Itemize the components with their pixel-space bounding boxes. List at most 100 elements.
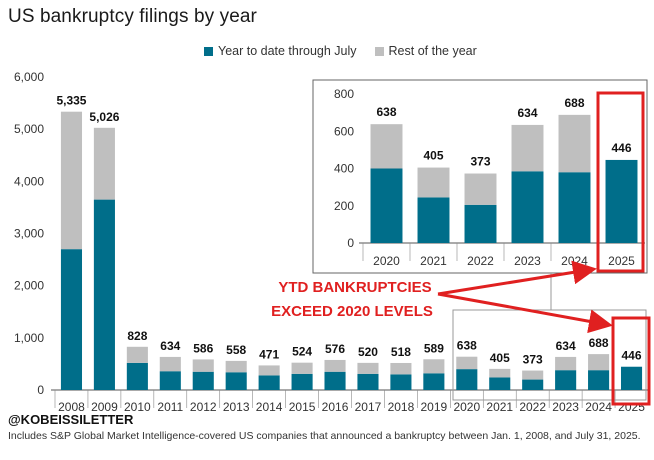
main-bar-rest-2016 [324, 359, 346, 372]
main-xtick-label-2018: 2018 [388, 400, 415, 414]
inset-highlight-2025 [596, 91, 645, 273]
inset-total-label-2023: 634 [517, 106, 537, 120]
main-bar-ytd-2017 [357, 373, 379, 390]
inset-total-label-2020: 638 [376, 105, 396, 119]
main-ytick-label: 5,000 [14, 122, 44, 136]
main-total-label-2015: 524 [292, 345, 312, 359]
legend-label-ytd: Year to date through July [218, 44, 357, 58]
inset-ytick-label: 200 [334, 199, 354, 213]
callout-arrow-main [437, 292, 613, 334]
main-total-label-2022: 373 [523, 353, 543, 367]
main-bar-ytd-2011 [159, 371, 181, 390]
main-xtick-label-2023: 2023 [552, 400, 579, 414]
main-xtick-label-2021: 2021 [486, 400, 513, 414]
inset-bar-ytd-2024 [558, 172, 591, 243]
main-total-label-2020: 638 [457, 339, 477, 353]
main-ytick-label: 2,000 [14, 279, 44, 293]
main-bar-rest-2014 [258, 365, 280, 376]
main-ytick-label: 0 [37, 383, 44, 397]
inset-xtick-label-2022: 2022 [467, 254, 494, 268]
inset-total-label-2024: 688 [564, 96, 584, 110]
main-total-label-2010: 828 [127, 329, 147, 343]
main-bar-rest-2021 [489, 368, 511, 378]
main-bars [60, 111, 643, 390]
inset-ytick-label: 0 [347, 236, 354, 250]
main-bar-ytd-2018 [390, 374, 412, 390]
main-total-label-2016: 576 [325, 342, 345, 356]
main-xtick-label-2017: 2017 [355, 400, 382, 414]
inset-total-label-2021: 405 [423, 149, 443, 163]
main-highlight-2025 [611, 316, 651, 406]
main-bar-ytd-2016 [324, 371, 346, 390]
main-total-label-2011: 634 [160, 339, 180, 353]
main-bar-rest-2023 [555, 356, 577, 371]
main-bar-ytd-2010 [126, 362, 148, 390]
main-total-label-2012: 586 [193, 341, 213, 355]
main-ytick-label: 6,000 [14, 70, 44, 84]
main-xtick-label-2009: 2009 [91, 400, 118, 414]
main-total-label-2008: 5,335 [56, 94, 86, 108]
callout-arrow-inset [437, 260, 597, 296]
main-bar-ytd-2022 [522, 379, 544, 390]
inset-ytick-label: 800 [334, 87, 354, 101]
main-xtick-label-2012: 2012 [190, 400, 217, 414]
main-bar-rest-2015 [291, 362, 313, 374]
inset-xtick-label-2020: 2020 [373, 254, 400, 268]
main-zoom-region [452, 309, 647, 401]
main-ytick-label: 4,000 [14, 174, 44, 188]
main-x-axis: 2008 2009 2010 2011 2012 2013 2014 2015 2016 2017… [54, 390, 645, 414]
legend: Year to date through July Rest of the ye… [204, 44, 495, 58]
main-bar-ytd-2012 [192, 371, 214, 390]
callout-line2: EXCEED 2020 LEVELS [271, 303, 433, 320]
main-xtick-label-2019: 2019 [421, 400, 448, 414]
callout-line1: YTD BANKRUPTCIES [278, 279, 431, 296]
main-bar-ytd-2023 [555, 370, 577, 390]
main-xtick-label-2013: 2013 [223, 400, 250, 414]
inset-bar-rest-2020 [370, 124, 403, 169]
main-bar-ytd-2014 [258, 375, 280, 390]
main-total-label-2009: 5,026 [89, 110, 119, 124]
main-bar-rest-2020 [456, 356, 478, 370]
main-xtick-label-2011: 2011 [157, 400, 183, 414]
legend-label-rest: Rest of the year [388, 44, 477, 58]
main-xtick-label-2016: 2016 [322, 400, 349, 414]
main-bar-ytd-2025 [620, 366, 643, 390]
main-bar-ytd-2019 [423, 373, 445, 390]
inset-ytick-label: 600 [334, 124, 354, 138]
handle-text: @KOBEISSILETTER [8, 412, 134, 427]
main-total-label-2024: 688 [589, 336, 609, 350]
main-bar-rest-2017 [357, 362, 379, 374]
inset-bar-ytd-2021 [417, 197, 450, 243]
main-bar-rest-2008 [60, 111, 83, 250]
main-total-label-2018: 518 [391, 345, 411, 359]
main-total-label-2025: 446 [622, 349, 642, 363]
inset-xtick-label-2025: 2025 [608, 254, 635, 268]
main-bar-rest-2018 [390, 362, 412, 375]
inset-bar-ytd-2020 [370, 168, 403, 243]
main-xtick-label-2024: 2024 [585, 400, 612, 414]
main-xtick-label-2015: 2015 [289, 400, 316, 414]
main-bar-rest-2011 [159, 356, 181, 372]
main-xtick-label-2020: 2020 [453, 400, 480, 414]
main-total-label-2021: 405 [490, 351, 510, 365]
main-bar-ytd-2009 [93, 199, 115, 390]
inset-bar-rest-2023 [511, 124, 544, 172]
main-bar-rest-2013 [225, 360, 247, 373]
inset-xtick-label-2021: 2021 [420, 254, 447, 268]
inset-bar-rest-2021 [417, 167, 450, 198]
legend-swatch-ytd [204, 46, 213, 56]
inset-ytick-label: 400 [334, 162, 354, 176]
inset-bar-ytd-2022 [464, 204, 497, 243]
inset-total-label-2022: 373 [470, 155, 490, 169]
main-ytick-label: 3,000 [14, 227, 44, 241]
main-xtick-label-2008: 2008 [58, 400, 85, 414]
legend-item-rest: Rest of the year [374, 44, 477, 58]
main-bar-rest-2019 [423, 359, 445, 374]
chart-title: US bankruptcy filings by year [8, 6, 257, 27]
main-xtick-label-2014: 2014 [256, 400, 283, 414]
main-total-label-2023: 634 [556, 339, 576, 353]
main-bar-ytd-2013 [225, 372, 247, 390]
main-bar-ytd-2024 [588, 370, 610, 390]
inset-bar-ytd-2025 [605, 159, 638, 243]
inset-xtick-label-2023: 2023 [514, 254, 541, 268]
